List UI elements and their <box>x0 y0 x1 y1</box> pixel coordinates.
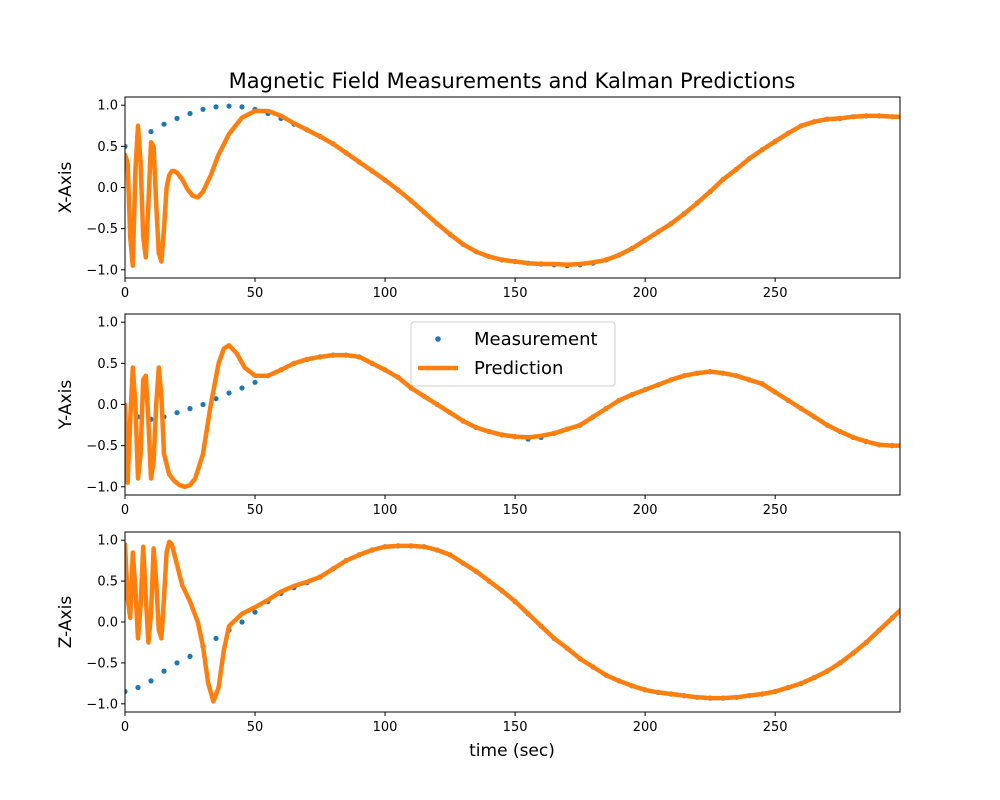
y-tick-label: −0.5 <box>86 656 118 671</box>
x-tick-label: 250 <box>763 286 788 301</box>
measurement-point <box>148 678 154 684</box>
legend-prediction-label: Prediction <box>474 358 563 379</box>
legend: Measurement Prediction <box>410 321 616 387</box>
subplot-z-axis: 0 50 100 150 200 250 −1.0 −0.5 0.0 0.5 1.0 Z-Axis <box>56 531 901 735</box>
measurement-point <box>148 129 154 135</box>
measurement-point <box>187 406 193 412</box>
y-axis-label: X-Axis <box>56 161 76 213</box>
x-tick-label: 150 <box>503 720 528 735</box>
y-axis-label: Z-Axis <box>56 596 76 649</box>
x-tick-label: 0 <box>121 286 129 301</box>
y-tick-label: 1.0 <box>97 534 118 549</box>
measurement-point <box>239 104 245 110</box>
legend-measurement-marker <box>435 336 441 342</box>
measurement-point <box>239 619 245 625</box>
measurement-point <box>226 390 232 396</box>
x-tick-label: 50 <box>247 503 264 518</box>
x-tick-label: 250 <box>763 720 788 735</box>
y-tick-label: 0.0 <box>97 398 118 413</box>
x-tick-label: 50 <box>247 286 264 301</box>
measurement-point <box>135 684 141 691</box>
y-tick-label: −0.5 <box>86 439 118 454</box>
y-tick-label: −0.5 <box>86 222 118 237</box>
measurement-point <box>213 396 219 402</box>
x-tick-label: 100 <box>373 286 398 301</box>
y-tick-label: 0.0 <box>97 616 118 631</box>
y-tick-label: −1.0 <box>86 697 118 712</box>
measurement-point <box>125 143 128 149</box>
subplot-x-axis: 0 50 100 150 200 250 −1.0 −0.5 0.0 0.5 1.0 X-Axis <box>56 96 901 301</box>
x-tick-label: 150 <box>503 503 528 518</box>
measurement-point <box>213 635 219 642</box>
prediction-line <box>125 108 900 268</box>
x-tick-label: 50 <box>247 720 264 735</box>
measurement-series <box>125 103 895 269</box>
y-tick-label: −1.0 <box>86 263 118 278</box>
y-tick-label: −1.0 <box>86 480 118 495</box>
x-tick-label: 200 <box>633 503 658 518</box>
y-tick-label: 0.5 <box>97 140 118 155</box>
subplot-y-axis: 0 50 100 150 200 250 −1.0 −0.5 0.0 0.5 1.0 Y-Axis Me… <box>56 313 901 518</box>
measurement-point <box>174 115 180 121</box>
y-tick-label: 0.5 <box>97 357 118 372</box>
x-tick-label: 200 <box>633 720 658 735</box>
x-axis-label: time (sec) <box>469 741 555 761</box>
measurement-point <box>252 379 258 385</box>
measurement-point <box>213 104 219 110</box>
legend-box <box>410 321 616 387</box>
measurement-point <box>161 668 167 674</box>
x-tick-label: 100 <box>373 720 398 735</box>
x-tick-label: 0 <box>121 503 129 518</box>
measurement-point <box>125 688 128 695</box>
chart-title: Magnetic Field Measurements and Kalman P… <box>229 69 796 93</box>
axes-frame <box>124 96 901 279</box>
prediction-line <box>125 539 900 704</box>
legend-measurement-label: Measurement <box>474 329 598 350</box>
x-tick-label: 200 <box>633 286 658 301</box>
x-tick-label: 100 <box>373 503 398 518</box>
prediction-line <box>125 343 900 490</box>
x-tick-label: 0 <box>121 720 129 735</box>
y-tick-label: 0.0 <box>97 181 118 196</box>
y-tick-label: 1.0 <box>97 99 118 114</box>
measurement-point <box>239 385 245 391</box>
x-tick-label: 250 <box>763 503 788 518</box>
x-tick-label: 150 <box>503 286 528 301</box>
y-tick-label: 1.0 <box>97 316 118 331</box>
measurement-point <box>174 410 180 416</box>
measurement-point <box>187 110 193 117</box>
y-axis-label: Y-Axis <box>56 380 76 431</box>
measurement-point <box>226 103 232 109</box>
measurement-point <box>174 660 180 666</box>
measurement-point <box>200 106 206 112</box>
y-tick-label: 0.5 <box>97 575 118 590</box>
measurement-point <box>252 609 258 615</box>
measurement-point <box>200 401 206 408</box>
measurement-series <box>125 543 895 701</box>
measurement-point <box>187 653 193 660</box>
measurement-point <box>161 121 167 127</box>
